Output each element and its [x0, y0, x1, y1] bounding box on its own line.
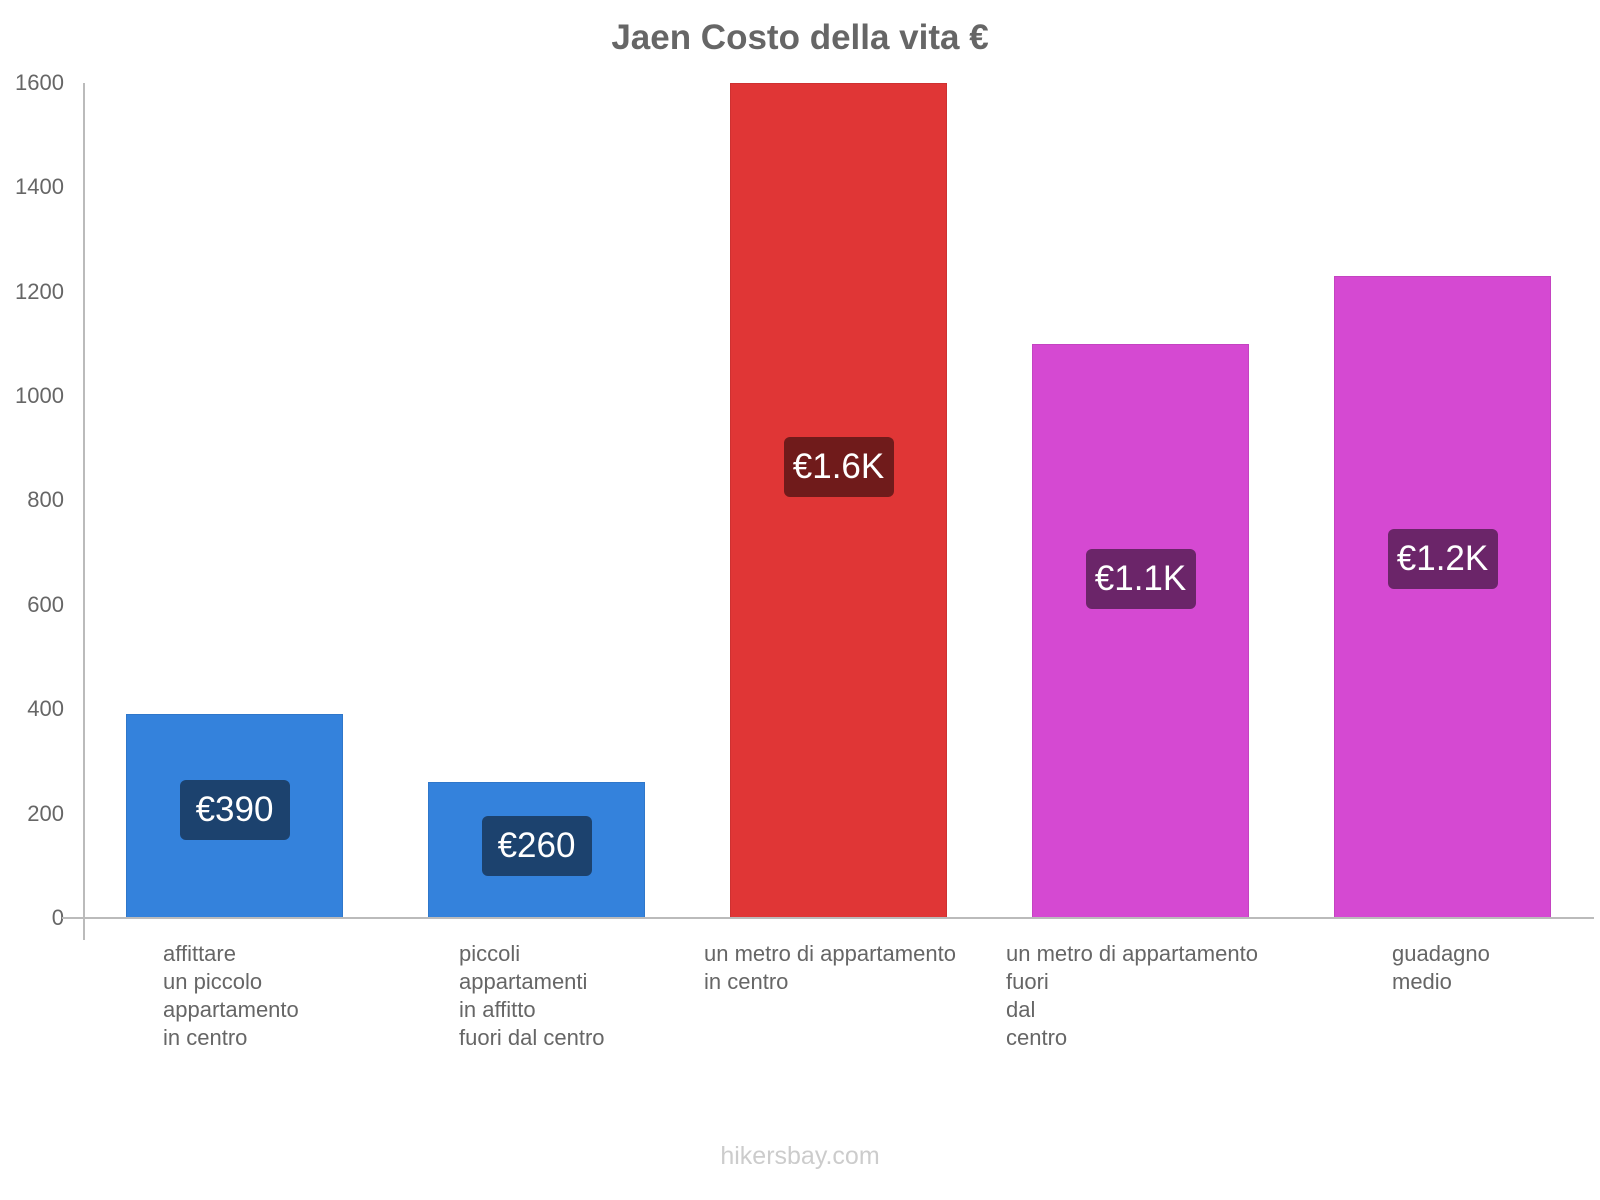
y-tick-label: 600: [27, 591, 64, 617]
x-label-line: un metro di appartamento: [1006, 941, 1258, 966]
x-label-line: un metro di appartamento: [704, 941, 956, 966]
x-label: un metro di appartamento in centro: [704, 940, 956, 996]
x-label-line: centro: [1006, 1025, 1068, 1050]
chart-title: Jaen Costo della vita €: [611, 18, 989, 57]
y-tick-label: 400: [27, 696, 64, 722]
bar: [1032, 343, 1249, 918]
value-badge: €1.1K: [1085, 549, 1196, 610]
x-label-line: appartamenti: [459, 969, 588, 994]
bar: [730, 83, 947, 918]
x-label-line: un piccolo: [163, 969, 263, 994]
value-badge: €1.2K: [1387, 528, 1498, 589]
y-tick-label: 1000: [15, 383, 64, 408]
x-label-line: medio: [1392, 969, 1452, 994]
x-label: piccoli appartamenti in affitto fuori dal c…: [459, 940, 605, 1052]
x-label: guadagno medio: [1392, 940, 1490, 996]
x-label-line: fuori: [1006, 969, 1049, 994]
value-badge: €1.6K: [783, 437, 894, 498]
x-label: affittare un piccolo appartamento in centro: [163, 940, 299, 1052]
y-tick-label: 1400: [15, 174, 64, 200]
x-label-line: affittare: [163, 941, 236, 966]
value-badge: €390: [179, 780, 290, 841]
y-tick-label: 800: [27, 487, 64, 513]
x-label-line: appartamento: [163, 997, 299, 1022]
x-axis-line: [62, 917, 1594, 919]
x-label: un metro di appartamento fuori dal centro: [1006, 940, 1258, 1052]
bar: [1334, 276, 1551, 918]
y-tick-label: 1600: [15, 70, 64, 95]
y-tick-label: 1200: [15, 278, 64, 304]
x-label-line: fuori dal centro: [459, 1025, 605, 1050]
x-label-line: guadagno: [1392, 941, 1490, 966]
x-label-line: in centro: [163, 1025, 248, 1050]
y-tick-label: 0: [51, 905, 64, 930]
x-label-line: piccoli: [459, 941, 521, 966]
y-axis-line: [83, 83, 85, 940]
watermark: hikersbay.com: [720, 1142, 880, 1170]
x-label-line: in centro: [704, 969, 789, 994]
value-badge: €260: [481, 816, 592, 877]
x-label-line: in affitto: [459, 997, 536, 1022]
x-label-line: dal: [1006, 997, 1036, 1022]
y-tick-label: 200: [27, 800, 64, 826]
